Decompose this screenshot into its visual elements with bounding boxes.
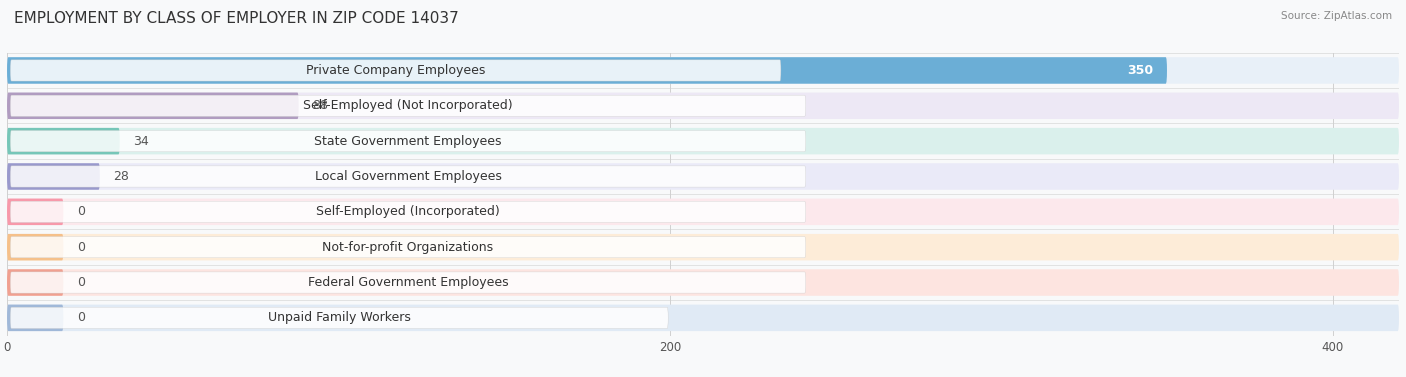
FancyBboxPatch shape xyxy=(7,163,1399,190)
Text: 0: 0 xyxy=(77,276,84,289)
FancyBboxPatch shape xyxy=(7,305,63,331)
Text: Self-Employed (Not Incorporated): Self-Employed (Not Incorporated) xyxy=(304,99,513,112)
Text: EMPLOYMENT BY CLASS OF EMPLOYER IN ZIP CODE 14037: EMPLOYMENT BY CLASS OF EMPLOYER IN ZIP C… xyxy=(14,11,458,26)
FancyBboxPatch shape xyxy=(10,201,806,222)
Text: Private Company Employees: Private Company Employees xyxy=(307,64,485,77)
FancyBboxPatch shape xyxy=(10,130,806,152)
Text: 28: 28 xyxy=(112,170,129,183)
FancyBboxPatch shape xyxy=(7,269,63,296)
Text: 0: 0 xyxy=(77,311,84,324)
Text: Self-Employed (Incorporated): Self-Employed (Incorporated) xyxy=(316,205,501,218)
FancyBboxPatch shape xyxy=(7,305,1399,331)
FancyBboxPatch shape xyxy=(7,57,1167,84)
Text: Source: ZipAtlas.com: Source: ZipAtlas.com xyxy=(1281,11,1392,21)
FancyBboxPatch shape xyxy=(7,234,63,261)
FancyBboxPatch shape xyxy=(7,163,100,190)
FancyBboxPatch shape xyxy=(10,95,806,116)
Text: Local Government Employees: Local Government Employees xyxy=(315,170,502,183)
Text: 34: 34 xyxy=(134,135,149,148)
FancyBboxPatch shape xyxy=(7,92,298,119)
FancyBboxPatch shape xyxy=(7,234,1399,261)
Text: 0: 0 xyxy=(77,205,84,218)
FancyBboxPatch shape xyxy=(7,57,1399,84)
FancyBboxPatch shape xyxy=(10,60,780,81)
FancyBboxPatch shape xyxy=(10,272,806,293)
FancyBboxPatch shape xyxy=(7,269,1399,296)
Text: 88: 88 xyxy=(312,99,328,112)
Text: State Government Employees: State Government Employees xyxy=(315,135,502,148)
FancyBboxPatch shape xyxy=(10,166,806,187)
FancyBboxPatch shape xyxy=(7,128,120,155)
FancyBboxPatch shape xyxy=(10,307,668,328)
FancyBboxPatch shape xyxy=(7,199,63,225)
Text: Not-for-profit Organizations: Not-for-profit Organizations xyxy=(322,241,494,254)
Text: 350: 350 xyxy=(1128,64,1154,77)
FancyBboxPatch shape xyxy=(7,92,1399,119)
FancyBboxPatch shape xyxy=(10,237,806,258)
Text: 0: 0 xyxy=(77,241,84,254)
FancyBboxPatch shape xyxy=(7,128,1399,155)
Text: Unpaid Family Workers: Unpaid Family Workers xyxy=(267,311,411,324)
Text: Federal Government Employees: Federal Government Employees xyxy=(308,276,509,289)
FancyBboxPatch shape xyxy=(7,199,1399,225)
